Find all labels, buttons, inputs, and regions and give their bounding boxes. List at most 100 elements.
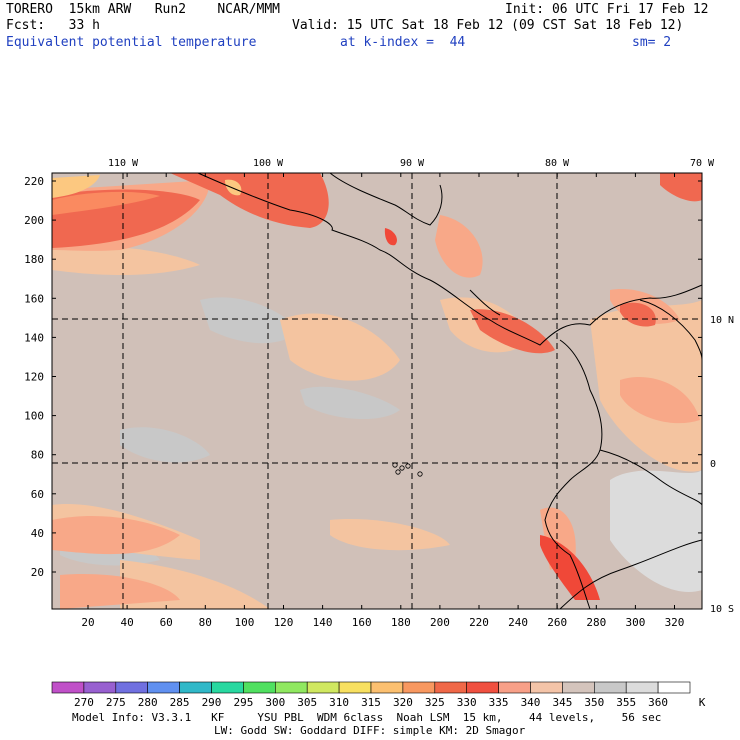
coastline	[559, 539, 703, 610]
latitude-label: 10 N	[710, 315, 734, 326]
colorbar-swatch	[115, 681, 149, 694]
colorbar-swatch	[498, 681, 531, 694]
field-region-warm	[620, 302, 656, 327]
header-forecast: Fcst: 33 h	[6, 18, 100, 33]
latitude-label: 10 S	[710, 604, 734, 615]
colorbar-level-label: 310	[329, 696, 349, 709]
field-region-warm_mid	[620, 376, 700, 424]
colorbar-swatch	[179, 681, 212, 694]
x-tick-label: 280	[586, 616, 606, 629]
map-frame	[51, 172, 703, 610]
y-tick-label: 60	[31, 488, 44, 501]
colorbar-level-label: 325	[425, 696, 445, 709]
colorbar-level-label: 300	[265, 696, 285, 709]
colorbar-swatch	[370, 681, 404, 694]
colorbar-level-label: 350	[584, 696, 604, 709]
field-region-warm_mid	[52, 515, 180, 555]
x-tick-label: 200	[430, 616, 450, 629]
longitude-label: 70 W	[690, 158, 715, 169]
colorbar-level-label: 340	[521, 696, 541, 709]
colorbar-level-label: 330	[457, 696, 477, 709]
coastline	[469, 289, 501, 316]
x-tick-label: 140	[313, 616, 333, 629]
field-region-warm_mid	[435, 215, 483, 278]
longitude-label: 80 W	[545, 158, 570, 169]
y-tick-label: 20	[31, 566, 44, 579]
colorbar-swatch	[530, 681, 563, 694]
y-tick-label: 180	[24, 253, 44, 266]
x-tick-label: 20	[81, 616, 94, 629]
longitude-label: 90 W	[400, 158, 425, 169]
x-tick-label: 160	[352, 616, 372, 629]
y-tick-label: 140	[24, 331, 44, 344]
field-region-warm_light	[330, 519, 450, 551]
field-region-warm_mid	[60, 574, 180, 609]
latitude-label: 0	[710, 459, 716, 470]
field-region-warm	[170, 173, 329, 228]
footer-physics-info: LW: Godd SW: Goddard DIFF: simple KM: 2D…	[214, 724, 526, 737]
field-region-cool	[300, 386, 400, 420]
longitude-label: 110 W	[108, 158, 139, 169]
y-tick-label: 80	[31, 449, 44, 462]
field-region-cool	[120, 427, 210, 463]
x-tick-label: 80	[199, 616, 212, 629]
x-tick-label: 120	[274, 616, 294, 629]
x-tick-label: 320	[665, 616, 685, 629]
y-tick-label: 220	[24, 175, 44, 188]
colorbar-swatch	[306, 681, 340, 694]
coastlines	[197, 172, 703, 610]
y-tick-label: 160	[24, 292, 44, 305]
colorbar-level-label: 270	[74, 696, 94, 709]
theta-e-field	[52, 173, 702, 609]
colorbar-level-label: 295	[233, 696, 253, 709]
colorbar-swatch	[466, 681, 499, 694]
field-title: Equivalent potential temperature	[6, 35, 257, 50]
colorbar-swatch	[625, 681, 659, 694]
colorbar-level-label: 360	[648, 696, 668, 709]
x-tick-label: 40	[120, 616, 133, 629]
colorbar-level-label: 335	[489, 696, 509, 709]
colorbar-level-label: 280	[138, 696, 158, 709]
colorbar-level-label: 275	[106, 696, 126, 709]
longitude-label: 100 W	[253, 158, 284, 169]
x-tick-label: 300	[625, 616, 645, 629]
colorbar-level-label: 285	[170, 696, 190, 709]
colorbar-swatch	[562, 681, 595, 694]
x-tick-label: 240	[508, 616, 528, 629]
header-model: TORERO 15km ARW Run2 NCAR/MMM	[6, 2, 280, 17]
field-region-cool	[200, 297, 300, 344]
field-region-yellow	[52, 175, 100, 198]
lat-lon-grid	[52, 173, 702, 609]
y-tick-label: 40	[31, 527, 44, 540]
field-region-warm_light	[52, 246, 200, 275]
colorbar-level-label: 290	[202, 696, 222, 709]
field-region-orange	[52, 191, 160, 215]
field-region-hot	[540, 535, 600, 600]
field-region-cold	[610, 470, 702, 592]
colorbar-swatch	[211, 681, 244, 694]
colorbar-level-label: 315	[361, 696, 381, 709]
coastline	[197, 172, 703, 346]
y-tick-label: 200	[24, 214, 44, 227]
y-tick-label: 100	[24, 410, 44, 423]
x-tick-label: 100	[234, 616, 254, 629]
k-index-label: at k-index = 44	[340, 35, 466, 50]
plot-border	[51, 172, 703, 610]
field-region-yellow	[225, 179, 242, 196]
island	[405, 463, 411, 469]
x-tick-label: 260	[547, 616, 567, 629]
x-tick-label: 60	[160, 616, 173, 629]
island	[395, 469, 401, 475]
y-tick-label: 120	[24, 371, 44, 384]
field-region-hot	[384, 228, 397, 246]
coastline	[544, 339, 603, 610]
coastline	[599, 449, 703, 506]
colorbar-swatch	[402, 681, 436, 694]
colorbar-level-label: 345	[552, 696, 572, 709]
colorbar-swatch	[243, 681, 276, 694]
colorbar-level-label: 355	[616, 696, 636, 709]
colorbar-swatch	[51, 681, 85, 694]
colorbar-level-label: 305	[297, 696, 317, 709]
coastline	[639, 299, 703, 361]
